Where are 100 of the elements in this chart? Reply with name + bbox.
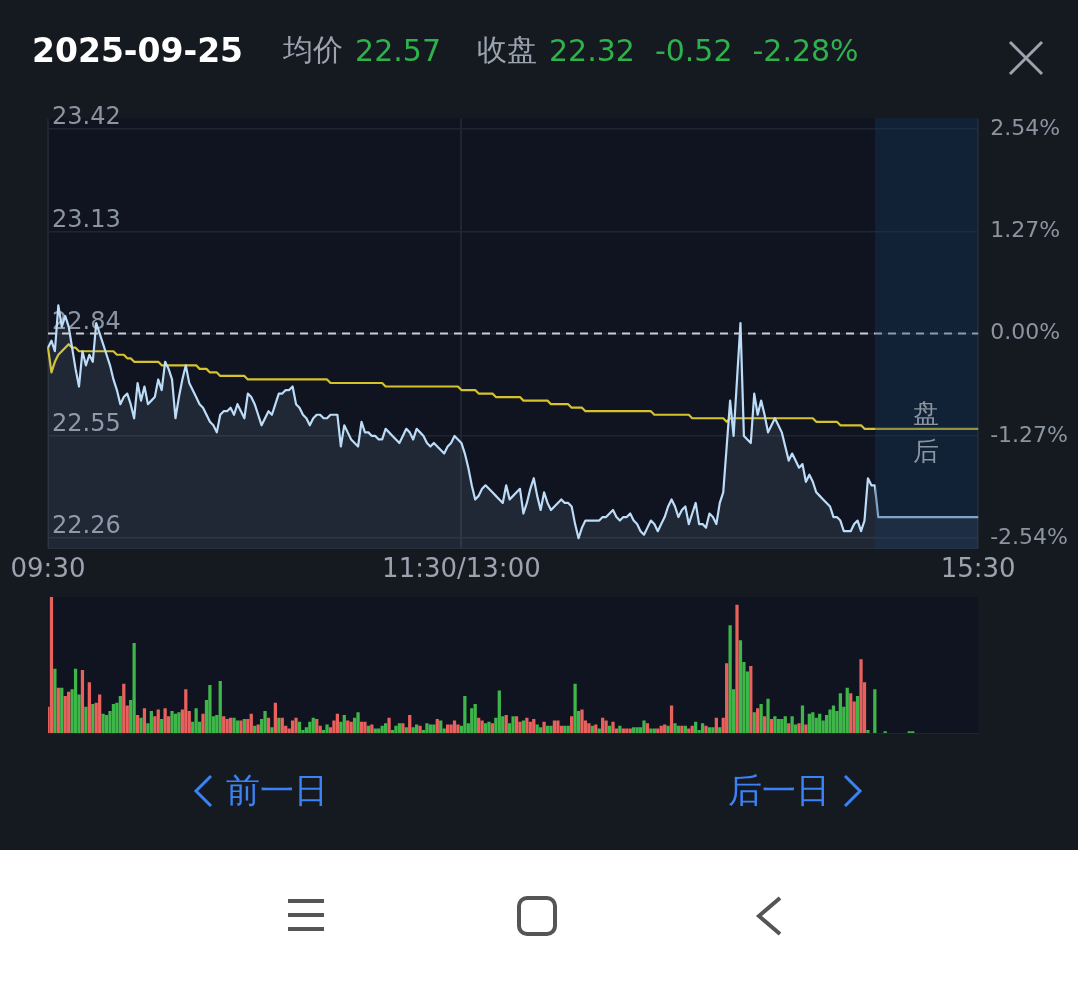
text: -0.52 (654, 32, 733, 68)
chart-title: 2025-09-25 (32, 30, 244, 70)
bar (514, 716, 519, 733)
bar (818, 713, 822, 733)
bar (570, 716, 574, 733)
bar (149, 710, 153, 733)
text: 后一日 (728, 769, 830, 812)
bar (156, 709, 160, 733)
bar (607, 725, 612, 733)
text: 前一日 (226, 769, 328, 812)
bar (645, 723, 650, 733)
bar (752, 712, 756, 733)
bar (218, 680, 222, 733)
bar (173, 713, 178, 733)
bar (87, 682, 91, 733)
text: 收盘 (476, 30, 537, 69)
bar (811, 712, 815, 733)
bar (483, 723, 488, 733)
x-tick-label: 11:30/13:00 (382, 553, 541, 584)
bar (356, 712, 360, 733)
bar (552, 720, 557, 733)
bar (756, 708, 760, 733)
bar (711, 727, 715, 733)
bar (473, 704, 477, 733)
bar (235, 720, 240, 733)
bar (728, 625, 732, 733)
bar (294, 717, 298, 733)
bar (118, 695, 122, 733)
bar (249, 713, 253, 733)
bar (366, 725, 371, 733)
bar (601, 717, 605, 733)
y-tick-label: 22.26 (52, 511, 121, 540)
bar (394, 725, 398, 733)
bar (714, 717, 718, 733)
bar (725, 663, 729, 733)
bar (101, 713, 105, 733)
bar (411, 727, 415, 733)
y-tick-label: 22.55 (52, 409, 121, 438)
bar (780, 719, 784, 733)
bar (604, 720, 608, 733)
bar (60, 687, 64, 733)
y2-tick-label: 0.00% (990, 319, 1061, 345)
bar (477, 717, 481, 733)
bar (53, 668, 57, 733)
bar (532, 719, 536, 733)
bar (425, 723, 429, 733)
bar (749, 666, 753, 733)
bar (49, 597, 54, 733)
bar (383, 723, 388, 733)
y-tick-label: 23.42 (52, 102, 121, 131)
bar (325, 724, 329, 733)
bar (163, 708, 167, 733)
bar (435, 719, 439, 733)
bar (769, 719, 774, 733)
bar (776, 719, 780, 733)
bar (790, 716, 794, 733)
bar (452, 720, 457, 733)
bar (439, 720, 443, 733)
text: 22.57 (355, 32, 441, 68)
bar (490, 723, 495, 733)
bar (545, 725, 550, 733)
bar (718, 727, 722, 733)
bar (135, 714, 140, 733)
bar (497, 690, 501, 733)
bar (669, 705, 674, 733)
bar (315, 719, 319, 733)
bar (408, 714, 412, 733)
bar (397, 723, 402, 733)
bar (270, 727, 274, 733)
bar (859, 659, 863, 733)
bar (80, 670, 85, 733)
bar (797, 723, 801, 733)
text: 22.32 (548, 32, 635, 68)
bar (142, 708, 147, 733)
bar (735, 604, 739, 733)
bar (390, 729, 395, 733)
bar (539, 727, 543, 733)
bar (838, 693, 842, 733)
bar (855, 695, 860, 733)
y2-tick-label: 1.27% (990, 216, 1061, 242)
bar (511, 716, 515, 733)
bar (470, 708, 474, 733)
x-tick-label: 09:30 (10, 553, 86, 584)
bar (807, 713, 811, 733)
bar (170, 710, 174, 733)
text: 均价 (283, 30, 344, 69)
bar (404, 727, 408, 733)
y-tick-label: 23.13 (52, 204, 121, 233)
bar (201, 713, 205, 733)
bar (642, 720, 646, 733)
y2-tick-label: -1.27% (990, 421, 1068, 447)
bar (56, 687, 60, 733)
bar (273, 702, 278, 733)
bar (556, 720, 560, 733)
bar (700, 723, 705, 733)
bar (111, 704, 116, 733)
bar (632, 727, 636, 733)
bar (104, 714, 109, 733)
bar (673, 723, 677, 733)
bar (132, 642, 136, 733)
